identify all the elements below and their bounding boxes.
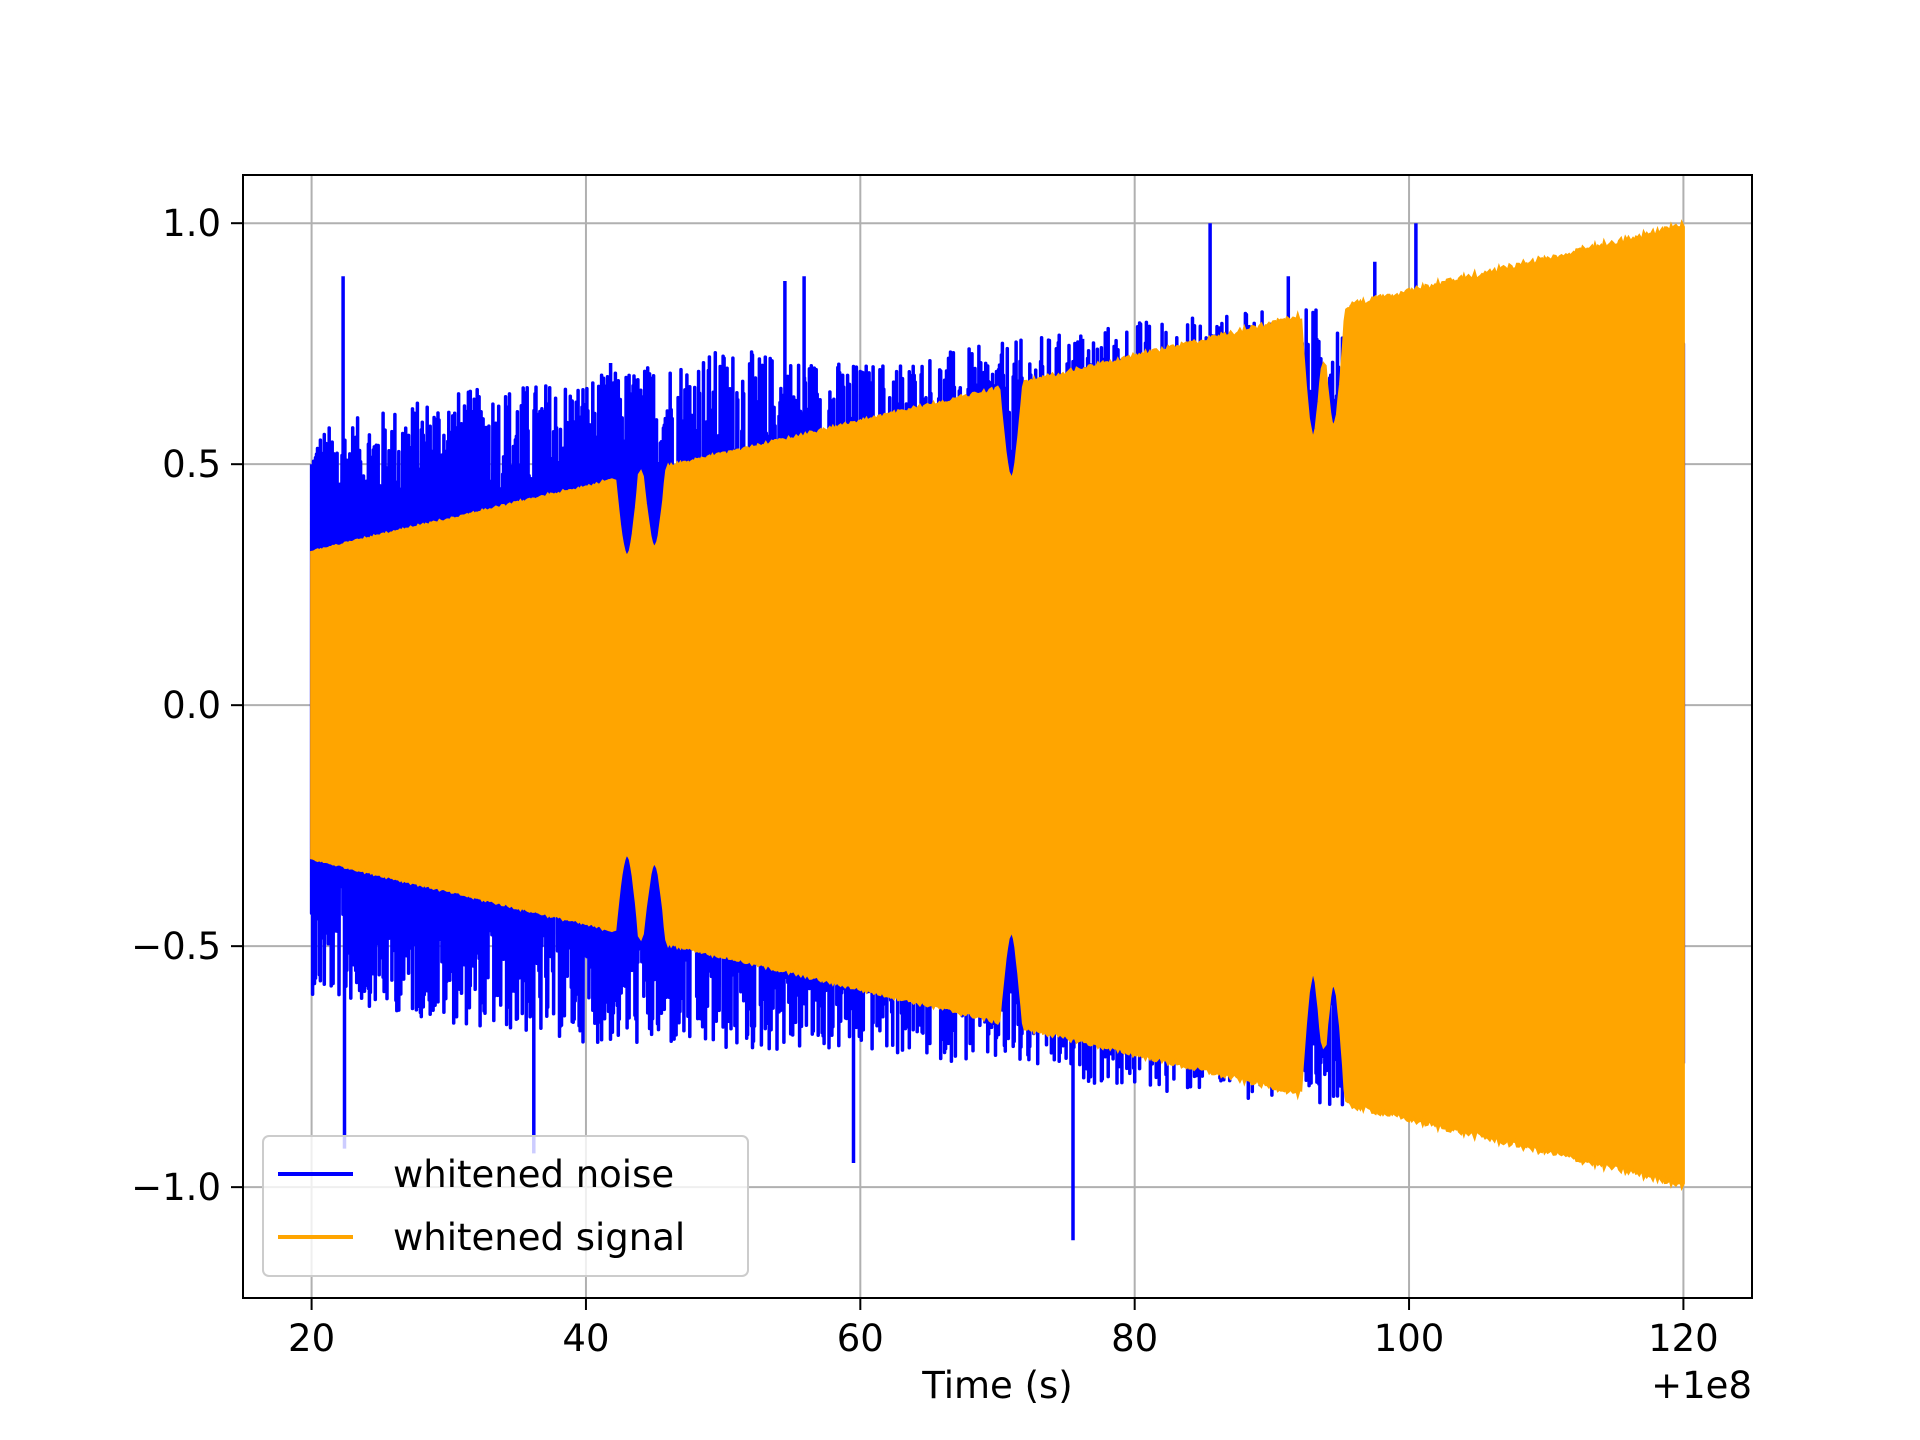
y-tick-label: −0.5 <box>131 925 221 968</box>
x-tick-label: 100 <box>1374 1317 1445 1360</box>
y-axis: −1.0 −0.5 0.0 0.5 1.0 <box>131 202 243 1209</box>
y-tick-label: 0.5 <box>162 443 221 486</box>
x-tick-label: 20 <box>288 1317 335 1360</box>
series-line-whitened-signal <box>310 219 1685 1192</box>
x-axis: 20 40 60 80 100 120 <box>288 1298 1719 1360</box>
y-tick-label: −1.0 <box>131 1166 221 1209</box>
y-tick-label: 1.0 <box>162 202 221 245</box>
x-tick-label: 60 <box>837 1317 884 1360</box>
x-axis-offset-label: +1e8 <box>1651 1364 1752 1407</box>
y-tick-label: 0.0 <box>162 684 221 727</box>
x-tick-label: 40 <box>562 1317 609 1360</box>
legend-label-whitened-signal: whitened signal <box>393 1216 685 1259</box>
x-axis-label: Time (s) <box>921 1364 1072 1407</box>
x-tick-label: 80 <box>1111 1317 1158 1360</box>
plot-area <box>309 219 1686 1241</box>
x-tick-label: 120 <box>1648 1317 1719 1360</box>
legend-label-whitened-noise: whitened noise <box>393 1153 674 1196</box>
axes-frame <box>242 174 1753 1299</box>
legend: whitened noise whitened signal <box>262 1135 749 1277</box>
legend-box <box>262 1135 749 1277</box>
